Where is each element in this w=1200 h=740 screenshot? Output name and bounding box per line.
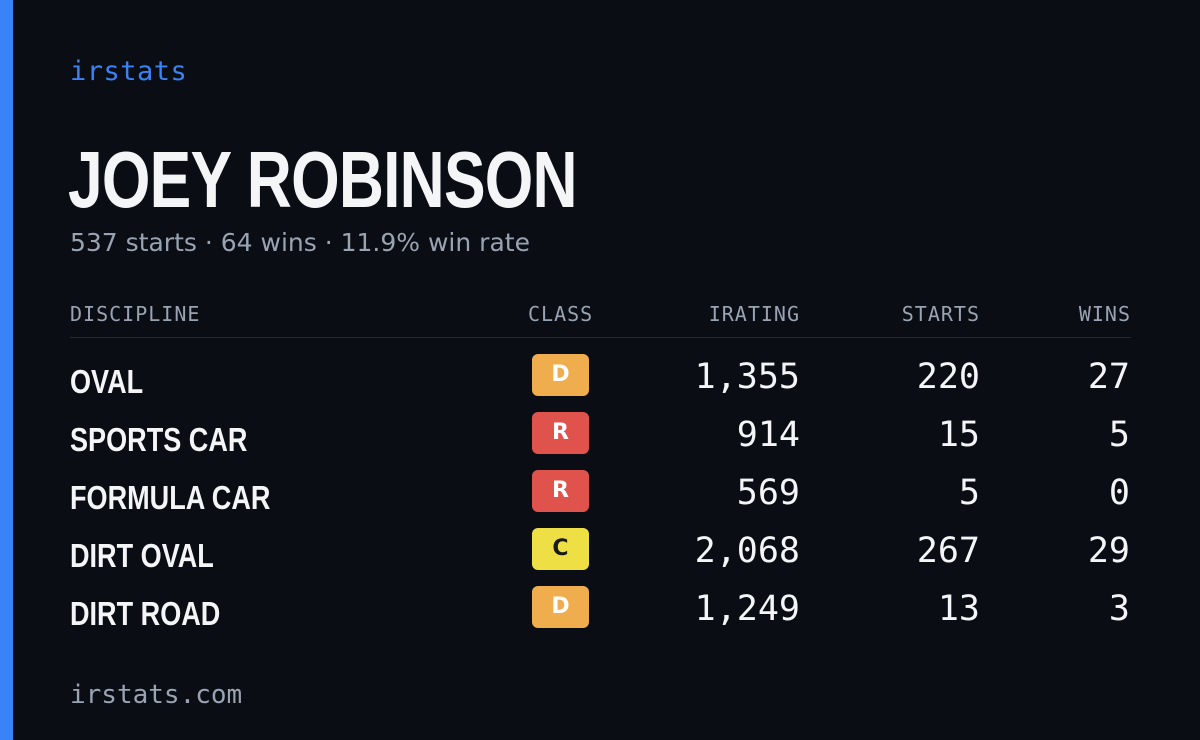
license-class-badge: R [532, 470, 589, 512]
driver-summary: 537 starts · 64 wins · 11.9% win rate [70, 228, 530, 257]
table-row: SPORTS CAR R 914 15 5 [70, 407, 1131, 465]
footer-url: irstats.com [70, 680, 243, 710]
discipline-name: OVAL [70, 363, 144, 400]
header-class: CLASS [528, 302, 594, 326]
discipline-name: SPORTS CAR [70, 421, 248, 458]
irating-value: 1,355 [694, 357, 800, 397]
table-row: OVAL D 1,355 220 27 [70, 349, 1131, 407]
discipline-name: DIRT ROAD [70, 595, 221, 632]
table-row: DIRT OVAL C 2,068 267 29 [70, 523, 1131, 581]
header-discipline: DISCIPLINE [70, 302, 201, 326]
header-wins: WINS [1078, 302, 1131, 326]
discipline-table: OVAL D 1,355 220 27 SPORTS CAR R 914 15 … [70, 349, 1131, 639]
starts-value: 15 [937, 415, 980, 455]
table-row: FORMULA CAR R 569 5 0 [70, 465, 1131, 523]
table-header: DISCIPLINE CLASS IRATING STARTS WINS [70, 300, 1131, 338]
wins-value: 29 [1087, 531, 1130, 571]
starts-value: 13 [937, 589, 980, 629]
accent-bar [0, 0, 13, 740]
starts-value: 5 [958, 473, 980, 513]
irating-value: 1,249 [694, 589, 800, 629]
license-class-badge: R [532, 412, 589, 454]
irating-value: 569 [736, 473, 800, 513]
wins-value: 5 [1108, 415, 1130, 455]
header-irating: IRATING [708, 302, 800, 326]
wins-value: 27 [1087, 357, 1130, 397]
irating-value: 2,068 [694, 531, 800, 571]
wins-value: 3 [1108, 589, 1130, 629]
license-class-badge: C [532, 528, 589, 570]
discipline-name: FORMULA CAR [70, 479, 271, 516]
table-row: DIRT ROAD D 1,249 13 3 [70, 581, 1131, 639]
discipline-name: DIRT OVAL [70, 537, 214, 574]
driver-name: JOEY ROBINSON [68, 135, 578, 224]
license-class-badge: D [532, 354, 589, 396]
starts-value: 267 [916, 531, 980, 571]
license-class-badge: D [532, 586, 589, 628]
irating-value: 914 [736, 415, 800, 455]
starts-value: 220 [916, 357, 980, 397]
brand-logo: irstats [70, 56, 188, 87]
header-starts: STARTS [901, 302, 980, 326]
wins-value: 0 [1108, 473, 1130, 513]
